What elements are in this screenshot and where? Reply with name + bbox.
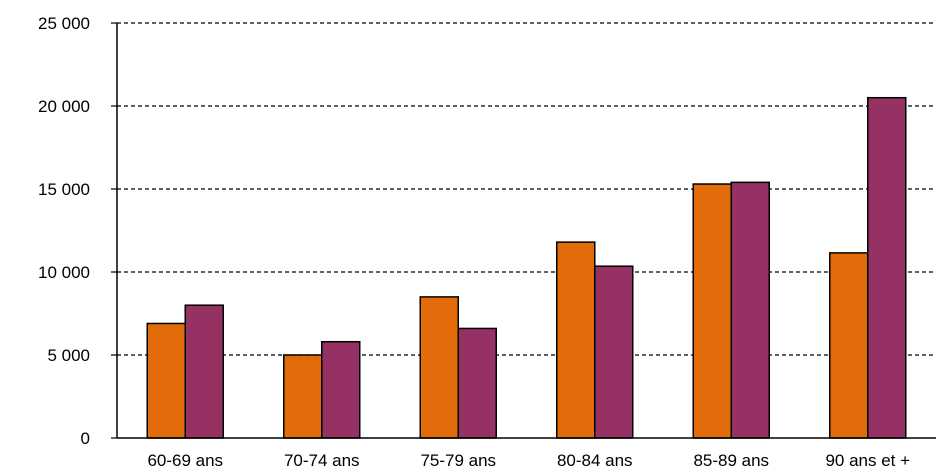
x-tick-label: 75-79 ans (420, 451, 496, 470)
x-axis-ticks: 60-69 ans 70-74 ans 75-79 ans 80-84 ans 85-8… (147, 451, 910, 470)
x-tick-label: 90 ans et + (825, 451, 910, 470)
y-tick-label: 20 000 (38, 97, 90, 116)
y-tick-label: 25 000 (38, 14, 90, 33)
bar (283, 354, 323, 439)
bar (146, 322, 186, 439)
bar (419, 296, 459, 439)
gridlines (117, 22, 936, 356)
x-tick-label: 85-89 ans (693, 451, 769, 470)
x-tick-label: 70-74 ans (284, 451, 360, 470)
bar (692, 183, 732, 439)
axes (116, 23, 936, 439)
y-tick-label: 5 000 (47, 346, 90, 365)
x-tick-label: 80-84 ans (557, 451, 633, 470)
bar (457, 327, 497, 439)
y-tick-label: 15 000 (38, 180, 90, 199)
bar (556, 241, 596, 439)
bar (829, 252, 869, 439)
bars (146, 96, 907, 439)
bar (321, 340, 361, 439)
bar (867, 96, 907, 439)
y-tick-label: 0 (81, 429, 90, 448)
y-tick-label: 10 000 (38, 263, 90, 282)
x-tick-label: 60-69 ans (147, 451, 223, 470)
bar (730, 181, 770, 439)
y-axis-ticks: 0 5 000 10 000 15 000 20 000 25 000 (38, 14, 117, 448)
bar (184, 304, 224, 439)
bar (594, 265, 634, 439)
